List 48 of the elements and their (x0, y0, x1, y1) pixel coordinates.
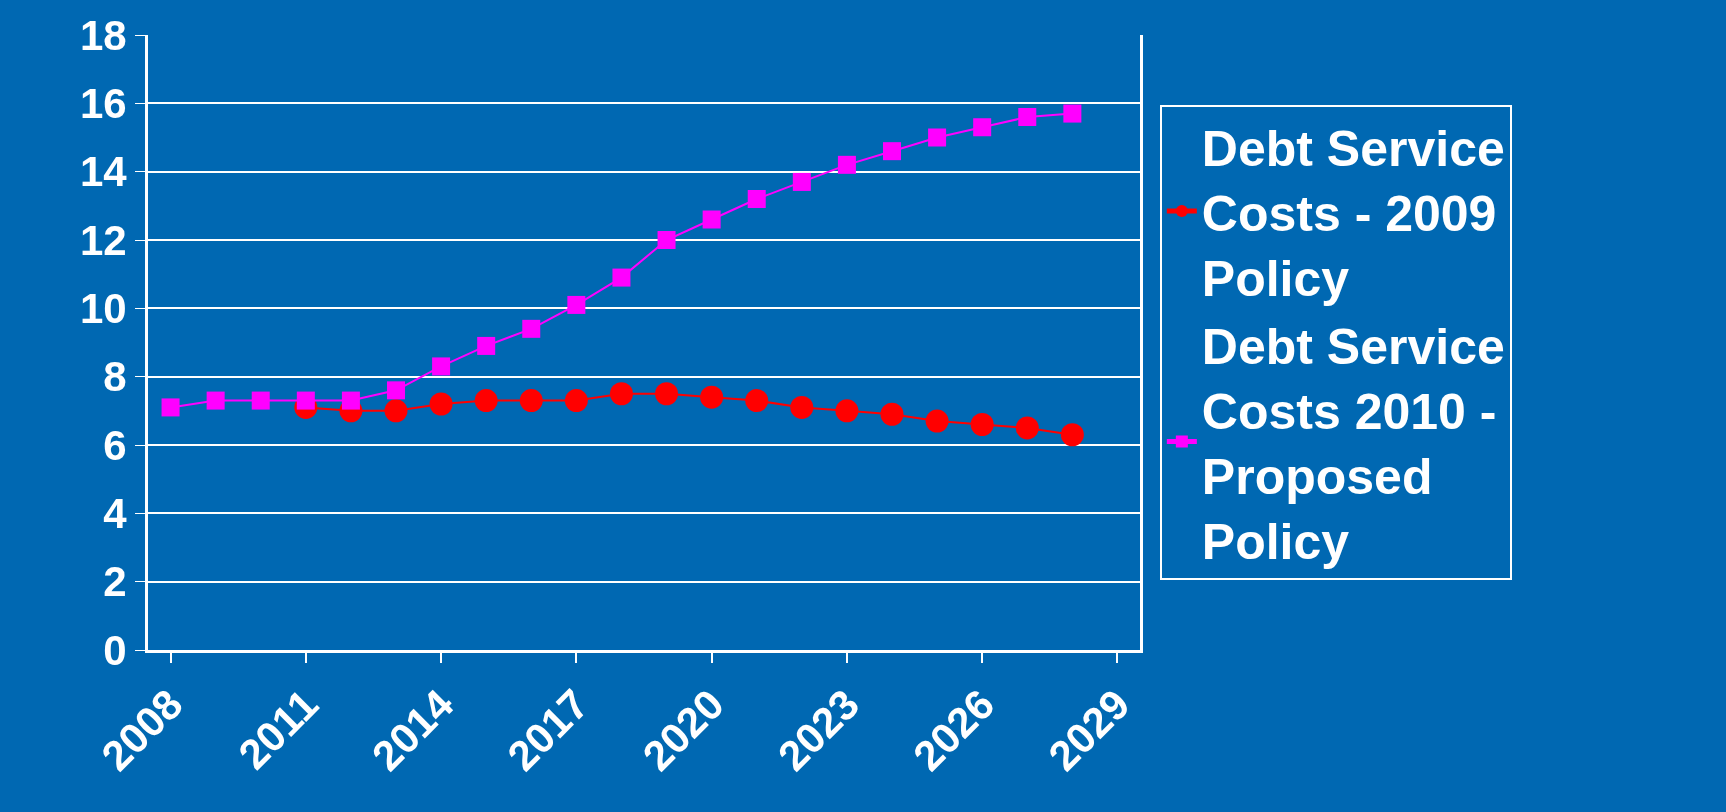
point (1063, 104, 1082, 123)
point (612, 268, 631, 287)
point (700, 385, 724, 409)
point (519, 389, 543, 413)
point (161, 398, 180, 417)
point (206, 391, 225, 410)
y-tick-label: 6 (103, 421, 127, 469)
point (790, 395, 814, 419)
point (970, 413, 994, 436)
point (609, 382, 633, 406)
point (880, 402, 904, 426)
point (835, 399, 859, 423)
point (1060, 423, 1084, 447)
point (251, 391, 270, 410)
point (341, 391, 360, 410)
point (837, 155, 856, 174)
y-tick-label: 14 (79, 148, 128, 196)
point (883, 142, 901, 161)
point (928, 128, 947, 147)
y-tick-label: 4 (103, 490, 128, 538)
y-tick-label: 0 (103, 626, 127, 674)
point (747, 190, 766, 208)
legend-label: Debt Service Costs - 2009 Policy (1201, 120, 1505, 307)
y-tick-label: 8 (103, 353, 127, 401)
y-tick-label: 16 (79, 80, 127, 128)
y-tick-label: 18 (79, 11, 127, 59)
point (477, 336, 496, 355)
point (657, 231, 676, 249)
y-tick-label: 12 (79, 216, 127, 264)
y-tick-label: 2 (103, 558, 127, 606)
point (432, 357, 451, 376)
point (387, 381, 405, 400)
point (1015, 416, 1039, 440)
point (925, 409, 949, 433)
point (655, 382, 679, 406)
point (474, 389, 498, 413)
point (1018, 108, 1037, 126)
point (567, 295, 586, 314)
point (564, 389, 588, 413)
point (429, 392, 453, 416)
point (973, 118, 992, 137)
point (384, 399, 408, 423)
point (702, 210, 721, 229)
y-tick-label: 10 (79, 285, 127, 333)
point (745, 389, 769, 413)
point (792, 172, 811, 191)
legend-label: Debt Service Costs 2010 - Proposed Policy (1201, 318, 1505, 570)
point (522, 319, 541, 338)
